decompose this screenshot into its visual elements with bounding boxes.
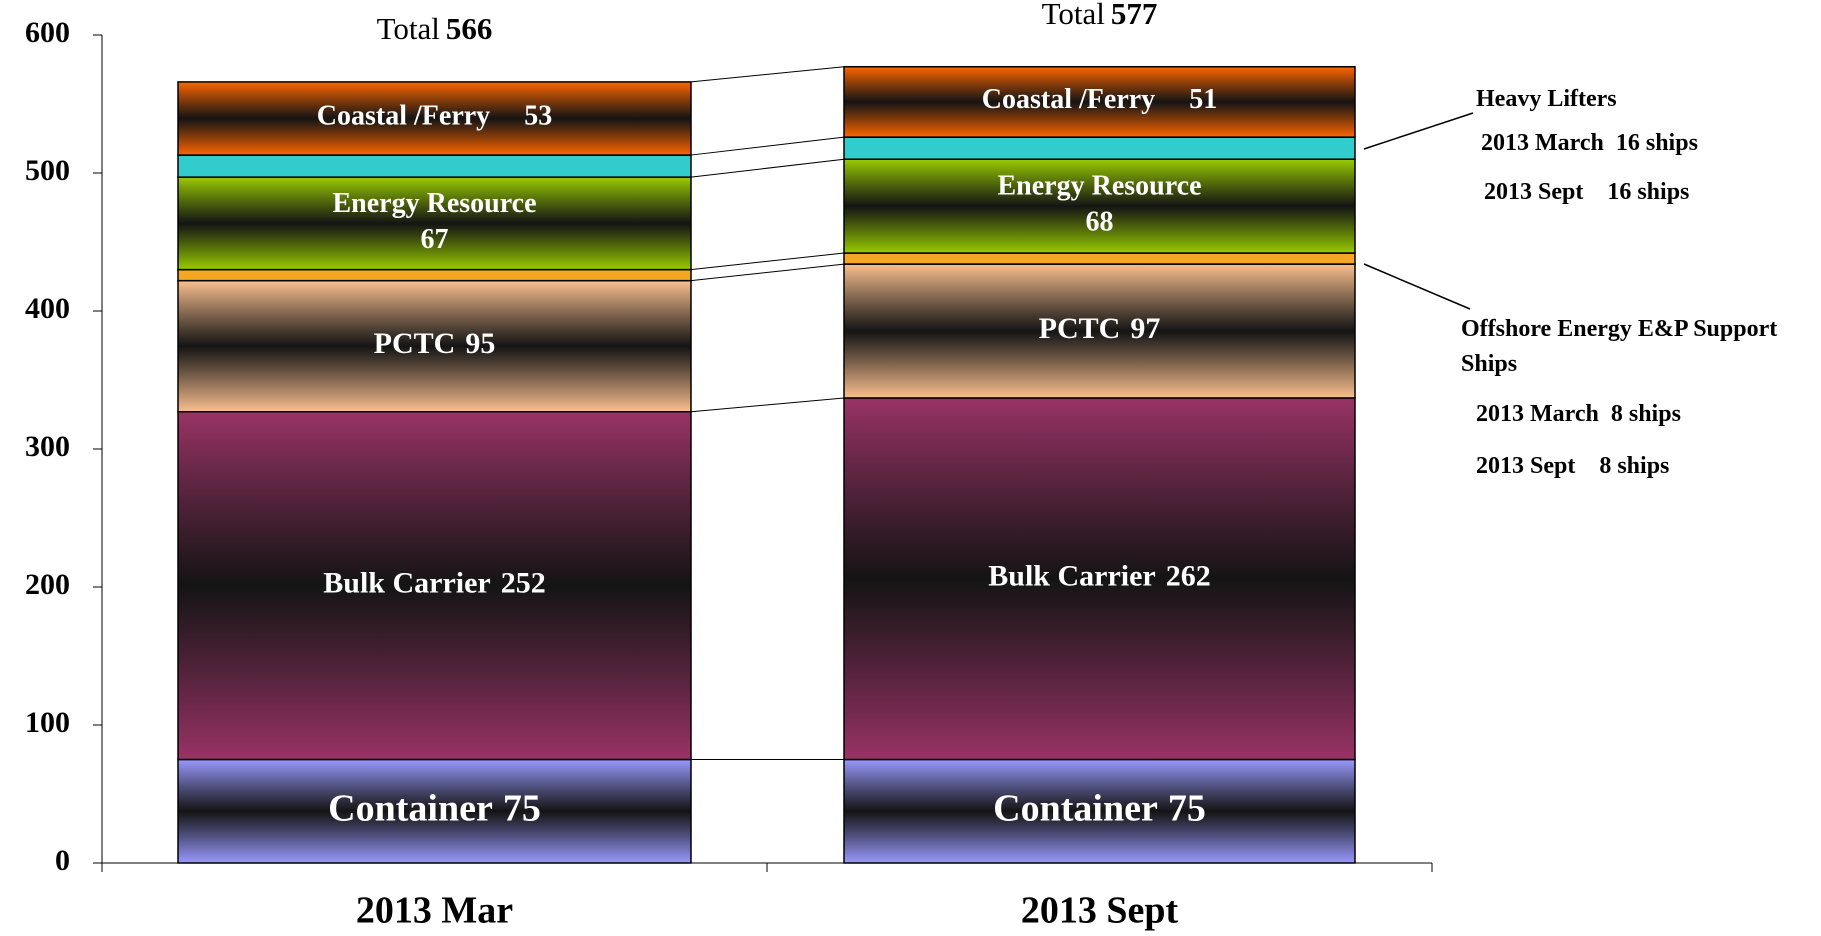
bar-segment	[177, 410, 692, 761]
bar-segment	[843, 263, 1356, 399]
data-label: 67	[421, 224, 449, 255]
segment-label: Bulk Carrier 252	[323, 567, 545, 600]
segment-name: Container	[993, 787, 1158, 829]
segment-label: PCTC 95	[374, 327, 496, 360]
annotation-line: 2013 March 8 ships	[1476, 401, 1681, 427]
annotation-pointer	[1363, 263, 1471, 310]
segment-name: Container	[328, 787, 493, 829]
connector	[690, 252, 845, 271]
annotation-line: 2013 March 16 ships	[1481, 130, 1698, 156]
annotation-title: Heavy Lifters	[1476, 86, 1617, 112]
segment-name: Bulk Carrier	[323, 567, 490, 600]
x-tick-label: 2013 Sept	[1021, 890, 1179, 932]
total-word: Total	[1042, 0, 1105, 31]
annotation-line: 2013 Sept 16 ships	[1484, 179, 1690, 205]
y-tick-label: 0	[55, 844, 70, 877]
segment-label: PCTC 97	[1039, 312, 1161, 345]
y-tick-label: 400	[25, 292, 70, 325]
x-tick-label: 2013 Mar	[356, 890, 513, 932]
segment-label: Coastal /Ferry 53	[317, 101, 552, 132]
bar-segment	[177, 758, 692, 864]
data-label: 51	[1189, 84, 1217, 115]
bar-segment	[177, 268, 692, 282]
bar-segment	[177, 154, 692, 178]
bar-segment	[843, 758, 1356, 864]
bar-segment	[843, 158, 1356, 254]
segment-label: Container 75	[993, 787, 1206, 829]
connector	[690, 66, 845, 83]
annotation-title: Offshore Energy E&P Support Ships	[1461, 316, 1778, 377]
bar-segment	[843, 65, 1356, 138]
total-label: Total 577	[1042, 0, 1158, 31]
bar-segment	[177, 279, 692, 413]
total-value: 566	[446, 11, 493, 46]
total-label: Total 566	[377, 11, 493, 46]
segment-name: Coastal /Ferry	[317, 101, 490, 132]
data-label: 95	[465, 327, 495, 360]
data-label: 75	[503, 787, 541, 829]
data-label: 252	[501, 567, 546, 600]
bar-segment	[843, 136, 1356, 160]
bar-segment	[177, 81, 692, 156]
connector	[690, 397, 845, 413]
segment-name: Energy Resource	[998, 171, 1202, 202]
total-value: 577	[1111, 0, 1158, 31]
annotation-line: 2013 Sept 8 ships	[1476, 453, 1670, 479]
connector	[690, 263, 845, 282]
data-label: 53	[524, 101, 552, 132]
bar-segment	[843, 397, 1356, 761]
segment-label: Container 75	[328, 787, 541, 829]
segment-label: Coastal /Ferry 51	[982, 84, 1217, 115]
segment-label: Bulk Carrier 262	[988, 560, 1210, 593]
y-tick-label: 100	[25, 706, 70, 739]
data-label: 262	[1166, 560, 1211, 593]
bar-segment	[843, 252, 1356, 265]
segment-name: Bulk Carrier	[988, 560, 1155, 593]
y-tick-label: 300	[25, 430, 70, 463]
y-tick-label: 200	[25, 568, 70, 601]
segment-name: Energy Resource	[333, 188, 537, 219]
data-label: 68	[1086, 207, 1114, 238]
connector	[690, 158, 845, 178]
y-tick-label: 600	[25, 16, 70, 49]
segment-name: PCTC	[374, 327, 456, 360]
total-word: Total	[377, 11, 440, 46]
y-tick-label: 500	[25, 154, 70, 187]
annotation-pointer	[1363, 112, 1474, 150]
data-label: 97	[1130, 312, 1160, 345]
segment-name: Coastal /Ferry	[982, 84, 1155, 115]
connector	[690, 136, 845, 156]
segment-name: PCTC	[1039, 312, 1121, 345]
data-label: 75	[1168, 787, 1206, 829]
